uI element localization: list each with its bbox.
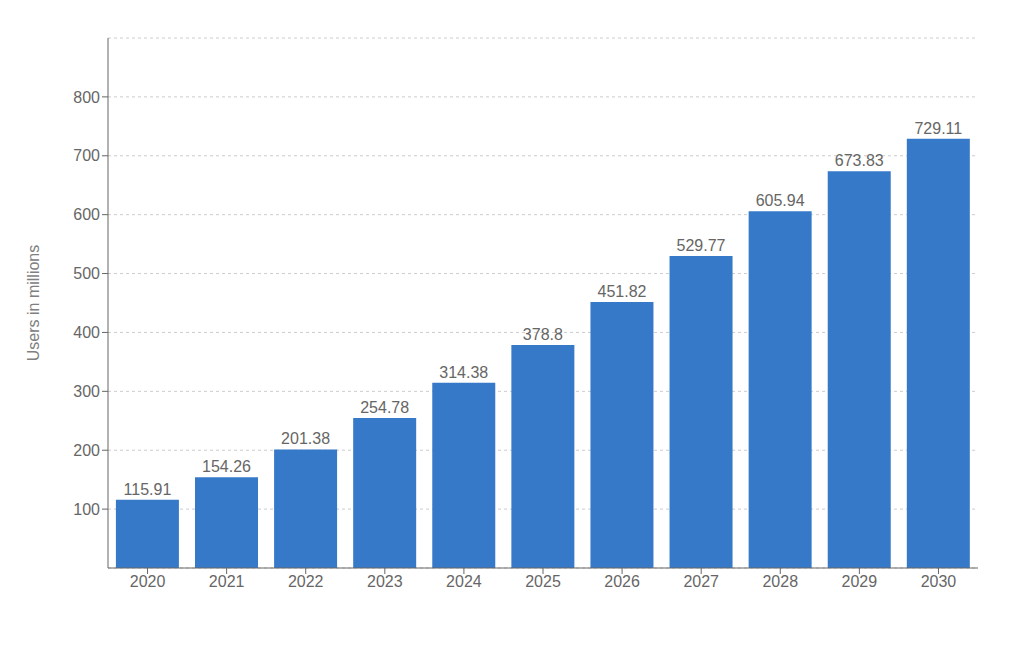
svg-text:2025: 2025 xyxy=(525,573,561,590)
svg-text:700: 700 xyxy=(73,147,100,164)
svg-text:2026: 2026 xyxy=(604,573,640,590)
svg-text:729.11: 729.11 xyxy=(914,120,962,137)
svg-text:201.38: 201.38 xyxy=(281,430,330,447)
svg-text:600: 600 xyxy=(73,206,100,223)
svg-text:500: 500 xyxy=(73,265,100,282)
svg-text:200: 200 xyxy=(73,442,100,459)
svg-text:100: 100 xyxy=(73,501,100,518)
svg-text:115.91: 115.91 xyxy=(124,481,172,498)
svg-text:Users in millions: Users in millions xyxy=(25,245,42,361)
svg-text:2024: 2024 xyxy=(446,573,482,590)
svg-text:2022: 2022 xyxy=(288,573,324,590)
svg-text:314.38: 314.38 xyxy=(439,364,488,381)
svg-text:2020: 2020 xyxy=(130,573,166,590)
svg-text:673.83: 673.83 xyxy=(835,152,884,169)
svg-text:154.26: 154.26 xyxy=(202,458,251,475)
svg-text:529.77: 529.77 xyxy=(677,237,726,254)
svg-text:300: 300 xyxy=(73,383,100,400)
svg-text:800: 800 xyxy=(73,89,100,106)
svg-text:2023: 2023 xyxy=(367,573,403,590)
svg-text:400: 400 xyxy=(73,324,100,341)
svg-text:2021: 2021 xyxy=(209,573,245,590)
svg-text:2029: 2029 xyxy=(842,573,878,590)
svg-text:2030: 2030 xyxy=(921,573,957,590)
svg-text:605.94: 605.94 xyxy=(756,192,805,209)
svg-text:2027: 2027 xyxy=(683,573,719,590)
svg-text:378.8: 378.8 xyxy=(523,326,563,343)
svg-text:2028: 2028 xyxy=(762,573,798,590)
svg-text:254.78: 254.78 xyxy=(360,399,409,416)
svg-text:451.82: 451.82 xyxy=(597,283,646,300)
